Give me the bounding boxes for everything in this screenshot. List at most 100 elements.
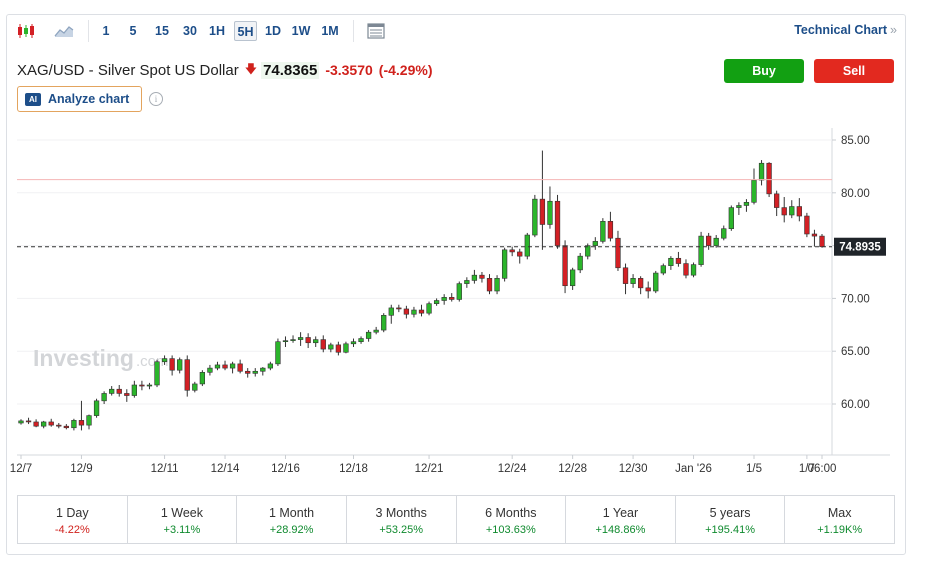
candle <box>290 335 296 343</box>
candle-body <box>71 420 77 429</box>
candle <box>690 262 697 278</box>
x-tick-label: 12/11 <box>151 463 179 475</box>
candle <box>320 335 326 353</box>
candle <box>713 235 719 248</box>
performance-value: +148.86% <box>595 524 646 536</box>
candle <box>229 361 236 374</box>
candle-body <box>177 359 183 371</box>
candle-body <box>350 341 357 345</box>
candle-body <box>766 162 772 195</box>
sell-button[interactable]: Sell <box>814 59 894 83</box>
candle-body <box>637 278 644 289</box>
candle-body <box>789 206 795 216</box>
candlestick-type-icon[interactable] <box>15 22 37 40</box>
buy-button[interactable]: Buy <box>724 59 804 83</box>
x-tick-label: 1/7 <box>799 463 815 475</box>
interval-5min[interactable]: 5 <box>129 24 137 38</box>
candle <box>343 341 349 354</box>
candle-body <box>554 200 561 246</box>
technical-chart-link[interactable]: Technical Chart» <box>794 23 897 37</box>
x-axis: 12/7 12/9 12/11 12/14 12/16 12/18 12/21 12/24 12… <box>10 455 836 475</box>
candle-body <box>524 234 530 257</box>
x-tick-label: 12/21 <box>415 463 444 475</box>
candle-body <box>721 228 727 239</box>
candle-body <box>819 235 825 248</box>
candle-body <box>282 340 289 342</box>
candle <box>116 384 122 397</box>
analyze-chart-button[interactable]: AI Analyze chart <box>17 86 142 112</box>
candle <box>743 199 750 212</box>
candle-body <box>660 265 666 274</box>
candle <box>524 232 530 260</box>
candle <box>207 364 213 376</box>
instrument-header: XAG/USD - Silver Spot US Dollar 🡇 74.836… <box>17 59 432 81</box>
interval-1min[interactable]: 1 <box>102 24 110 38</box>
candle-body <box>252 370 258 374</box>
candle <box>501 247 508 282</box>
toolbar-divider <box>353 20 354 42</box>
interval-1d[interactable]: 1D <box>265 24 281 38</box>
candle-body <box>494 278 500 292</box>
candle-body <box>199 372 206 385</box>
candle <box>728 205 734 231</box>
candle-body <box>146 384 153 387</box>
candle-body <box>237 363 243 372</box>
candle-body <box>675 257 682 264</box>
interval-1h[interactable]: 1H <box>209 24 225 38</box>
candle <box>396 304 402 313</box>
candle-body <box>161 358 168 363</box>
candle <box>758 160 765 186</box>
interval-5h[interactable]: 5H <box>234 21 257 41</box>
candle-body <box>713 237 719 246</box>
candle-body <box>245 370 251 374</box>
performance-cell[interactable]: 1 Month +28.92% <box>237 496 347 543</box>
down-arrow-icon: 🡇 <box>244 61 258 76</box>
area-chart-type-icon[interactable] <box>53 22 75 40</box>
candle <box>335 341 342 356</box>
performance-cell[interactable]: 1 Year +148.86% <box>566 496 676 543</box>
candle <box>161 355 168 365</box>
candle-body <box>509 249 515 253</box>
investing-watermark: Investing <box>33 345 134 371</box>
candle <box>154 359 160 388</box>
performance-cell[interactable]: 5 years +195.41% <box>676 496 786 543</box>
performance-table: 1 Day -4.22% 1 Week +3.11% 1 Month +28.92% 3 M… <box>17 495 895 544</box>
candle-body <box>441 297 447 301</box>
y-tick-label: 60.00 <box>841 399 870 411</box>
interval-1m[interactable]: 1M <box>321 24 339 38</box>
candle <box>630 274 636 288</box>
performance-period: 1 Month <box>268 506 315 520</box>
interval-1w[interactable]: 1W <box>291 24 311 38</box>
performance-cell[interactable]: Max +1.19K% <box>785 496 894 543</box>
performance-cell[interactable]: 1 Day -4.22% <box>18 496 128 543</box>
performance-cell[interactable]: 3 Months +53.25% <box>347 496 457 543</box>
price-chart[interactable]: Investing .com 85.0080.0075.0070.0065.00… <box>7 15 905 485</box>
candle <box>350 338 357 347</box>
candle <box>479 272 485 283</box>
candle-body <box>796 206 802 217</box>
candle <box>554 194 561 249</box>
candle <box>124 389 130 402</box>
table-view-icon[interactable] <box>365 22 387 40</box>
candle-body <box>358 338 364 342</box>
candle-body <box>592 241 598 246</box>
candle <box>192 381 198 393</box>
interval-30min[interactable]: 30 <box>183 24 197 38</box>
last-price: 74.8365 <box>261 61 320 79</box>
candle <box>411 306 417 318</box>
candle <box>282 336 289 347</box>
performance-cell[interactable]: 6 Months +103.63% <box>457 496 567 543</box>
candle-body <box>25 420 32 423</box>
info-icon[interactable]: i <box>149 92 163 106</box>
performance-cell[interactable]: 1 Week +3.11% <box>128 496 238 543</box>
x-tick-label: 12/14 <box>211 463 240 475</box>
candle <box>297 332 304 346</box>
candle <box>139 380 145 391</box>
candle <box>33 419 39 428</box>
candle-body <box>154 361 160 386</box>
candle <box>622 263 629 295</box>
interval-15min[interactable]: 15 <box>155 24 169 38</box>
candle <box>706 232 712 250</box>
candle <box>789 200 795 219</box>
